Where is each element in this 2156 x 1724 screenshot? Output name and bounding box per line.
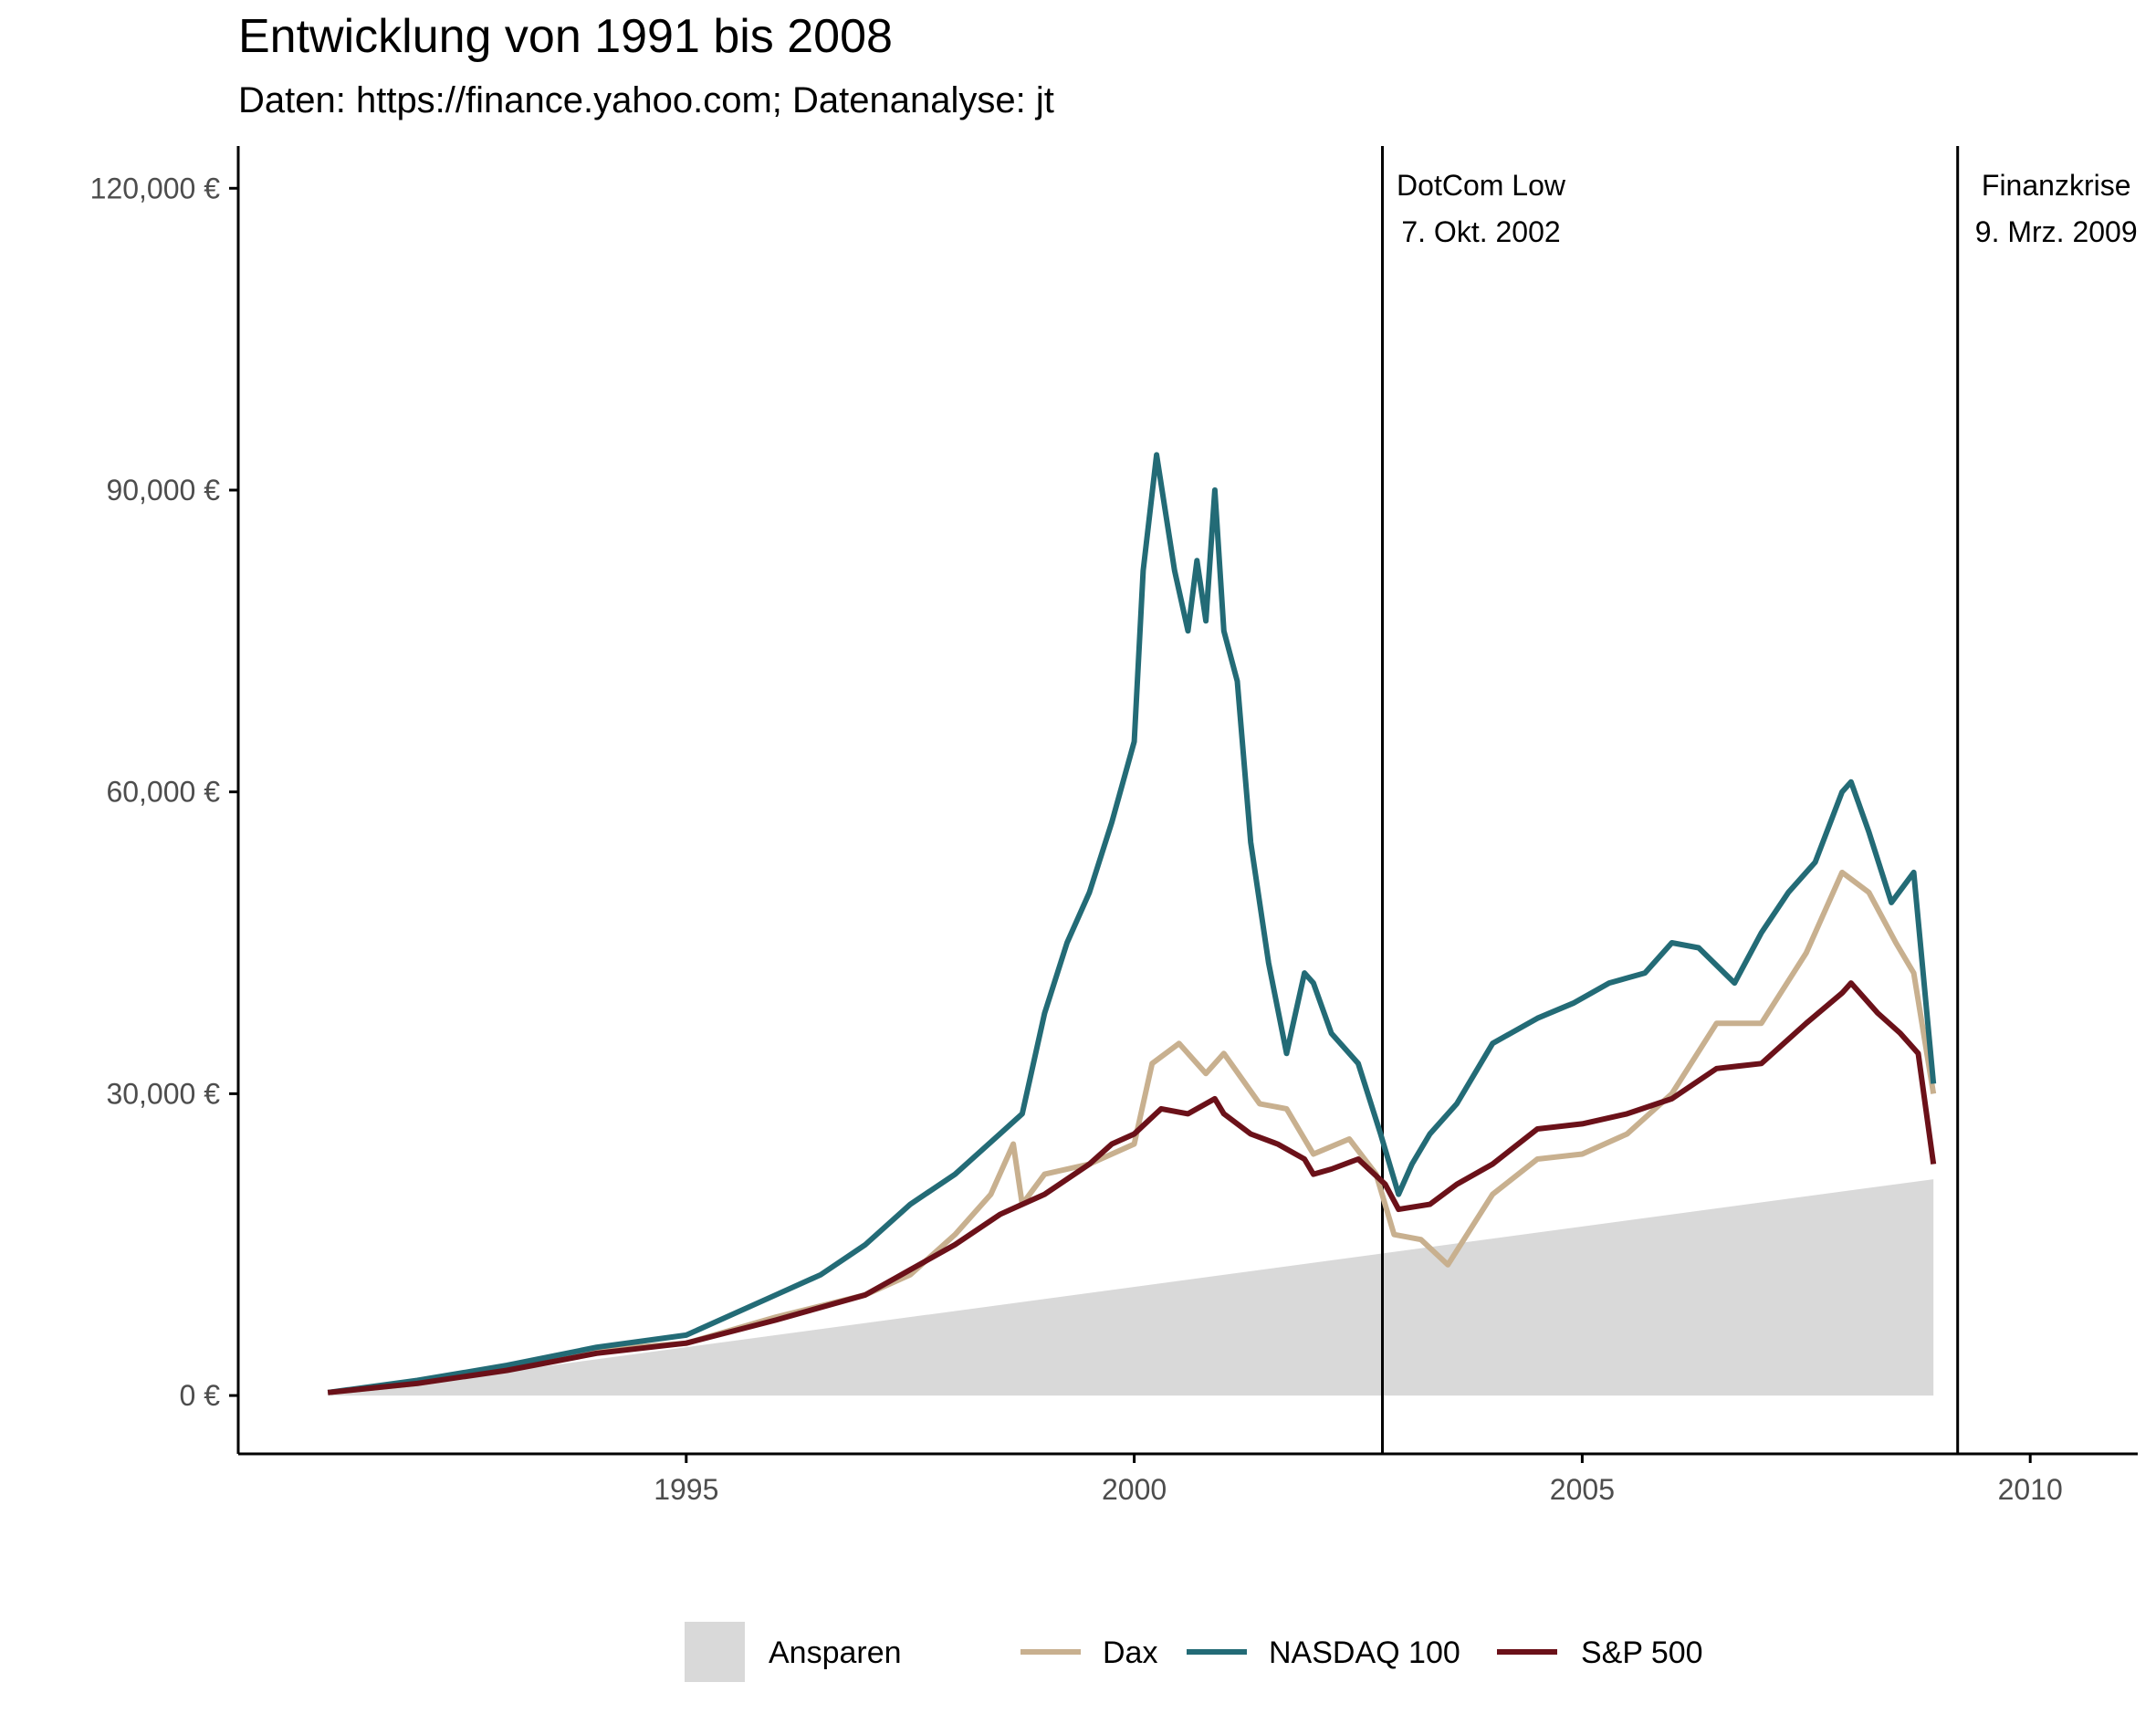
y-tick-label: 90,000 €	[106, 474, 220, 507]
legend-label-ansparen: Ansparen	[769, 1635, 902, 1670]
legend-label-nasdaq-100: NASDAQ 100	[1269, 1635, 1460, 1670]
chart-subtitle: Daten: https://finance.yahoo.com; Datena…	[238, 80, 1054, 120]
x-tick-label: 2005	[1550, 1473, 1615, 1506]
annotation-label-2: Finanzkrise	[1982, 169, 2131, 202]
series-line-nasdaq-100	[327, 452, 1937, 1395]
y-tick-label: 60,000 €	[106, 776, 220, 809]
y-tick-label: 30,000 €	[106, 1077, 220, 1110]
x-tick-label: 2010	[1998, 1473, 2063, 1506]
chart-title: Entwicklung von 1991 bis 2008	[238, 10, 893, 63]
y-tick-label: 0 €	[180, 1379, 221, 1412]
annotation-label-1: DotCom Low	[1397, 169, 1566, 202]
x-tick-label: 1995	[654, 1473, 718, 1506]
annotation-date-2: 9. Mrz. 2009	[1975, 215, 2138, 248]
legend-label-s-p-500: S&P 500	[1581, 1635, 1703, 1670]
annotation-date-1: 7. Okt. 2002	[1401, 215, 1560, 248]
legend-swatch-ansparen	[685, 1622, 745, 1682]
x-tick-label: 2000	[1102, 1473, 1167, 1506]
ansparen-area	[328, 1179, 1934, 1396]
series-line-s-p-500	[327, 980, 1937, 1395]
legend-label-dax: Dax	[1103, 1635, 1157, 1670]
y-tick-label: 120,000 €	[90, 172, 221, 204]
